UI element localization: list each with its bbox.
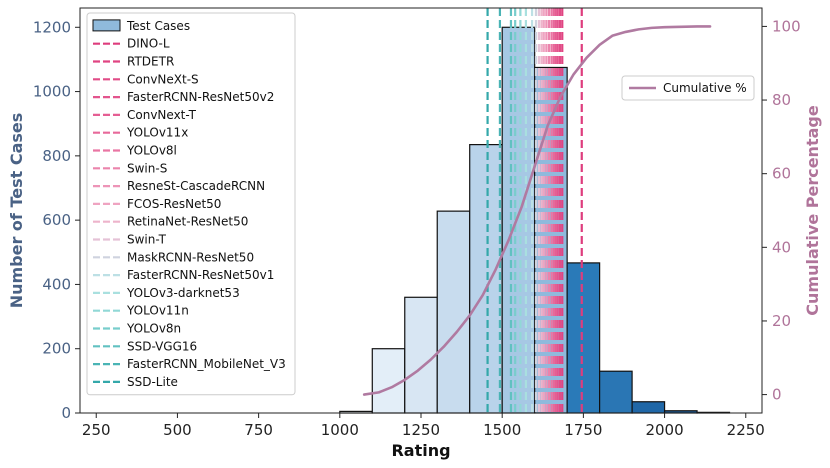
y-tick-label: 0 — [61, 404, 71, 422]
x-tick-label: 1750 — [564, 421, 602, 439]
x-tick-label: 1250 — [402, 421, 440, 439]
model-rating-lines — [486, 8, 583, 413]
y2-tick-label: 40 — [772, 238, 791, 256]
histogram-bar — [404, 296, 438, 414]
legend-label-model: Swin-T — [127, 233, 167, 247]
histogram-bar — [469, 144, 503, 414]
x-tick-label: 1000 — [321, 421, 359, 439]
legend-label-model: RetinaNet-ResNet50 — [127, 215, 248, 229]
y2-tick-label: 100 — [772, 17, 801, 35]
y2-tick-label: 20 — [772, 312, 791, 330]
legend-label-model: ConvNeXt-S — [127, 72, 199, 86]
cumulative-series — [362, 25, 712, 396]
y-tick-label: 1200 — [33, 18, 71, 36]
histogram-bar — [501, 26, 536, 414]
legend-label-model: YOLOv11x — [126, 126, 188, 140]
legend-label-model: MaskRCNN-ResNet50 — [127, 250, 254, 264]
legend-cumulative: Cumulative % — [621, 75, 755, 101]
legend-label-model: YOLOv11n — [126, 304, 189, 318]
y-axis-right: 0 20 40 60 80 100 — [762, 17, 801, 404]
x-tick-label: 1500 — [483, 421, 521, 439]
legend-label-model: FasterRCNN-ResNet50v2 — [127, 90, 274, 104]
y-axis-title: Number of Test Cases — [7, 113, 26, 309]
cumulative-line — [362, 25, 712, 396]
legend-label-model: SSD-Lite — [127, 375, 178, 389]
y2-axis-title: Cumulative Percentage — [803, 105, 822, 316]
x-axis: 250 500 750 1000 1250 1500 1750 2000 2250 — [82, 413, 765, 439]
x-axis-title: Rating — [391, 441, 450, 460]
legend-label-model: YOLOv8l — [126, 144, 177, 158]
x-tick-label: 250 — [82, 421, 111, 439]
y-tick-label: 800 — [42, 147, 71, 165]
histogram-bar — [436, 210, 471, 414]
legend-label-model: FasterRCNN-ResNet50v1 — [127, 268, 274, 282]
histogram-bar — [371, 348, 406, 414]
y-tick-label: 600 — [42, 211, 71, 229]
y-axis-left: 0 200 400 600 800 1000 1200 — [33, 18, 80, 422]
x-tick-label: 500 — [163, 421, 192, 439]
legend-label-model: FCOS-ResNet50 — [127, 197, 221, 211]
y2-tick-label: 0 — [772, 386, 782, 404]
legend-label-model: YOLOv3-darknet53 — [126, 286, 240, 300]
x-tick-label: 2000 — [645, 421, 683, 439]
legend2-label-cumulative: Cumulative % — [663, 81, 747, 95]
histogram-bars — [339, 26, 731, 414]
legend2-box — [621, 75, 755, 101]
legend-label-test-cases: Test Cases — [126, 19, 190, 33]
x-tick-label: 2250 — [727, 421, 765, 439]
legend-label-model: RTDETR — [127, 55, 174, 69]
y2-tick-label: 80 — [772, 91, 791, 109]
legend-label-model: SSD-VGG16 — [127, 339, 197, 353]
legend-label-model: Swin-S — [127, 161, 167, 175]
histogram-bar — [631, 401, 666, 414]
legend-main: Test Cases DINO-L RTDETR ConvNeXt-S FasterRC… — [86, 12, 296, 396]
legend-label-model: ConvNext-T — [127, 108, 197, 122]
histogram-bar — [566, 262, 601, 414]
legend-label-model: ResneSt-CascadeRCNN — [127, 179, 265, 193]
legend-box — [86, 12, 296, 396]
x-tick-label: 750 — [244, 421, 273, 439]
y2-tick-label: 60 — [772, 165, 791, 183]
y-tick-label: 1000 — [33, 83, 71, 101]
y-tick-label: 200 — [42, 340, 71, 358]
histogram-bar — [599, 370, 633, 414]
legend-swatch-test-cases — [92, 19, 121, 32]
legend-label-model: DINO-L — [127, 37, 170, 51]
legend-label-model: FasterRCNN_MobileNet_V3 — [127, 357, 286, 371]
legend-label-model: YOLOv8n — [126, 322, 181, 336]
y-tick-label: 400 — [42, 275, 71, 293]
